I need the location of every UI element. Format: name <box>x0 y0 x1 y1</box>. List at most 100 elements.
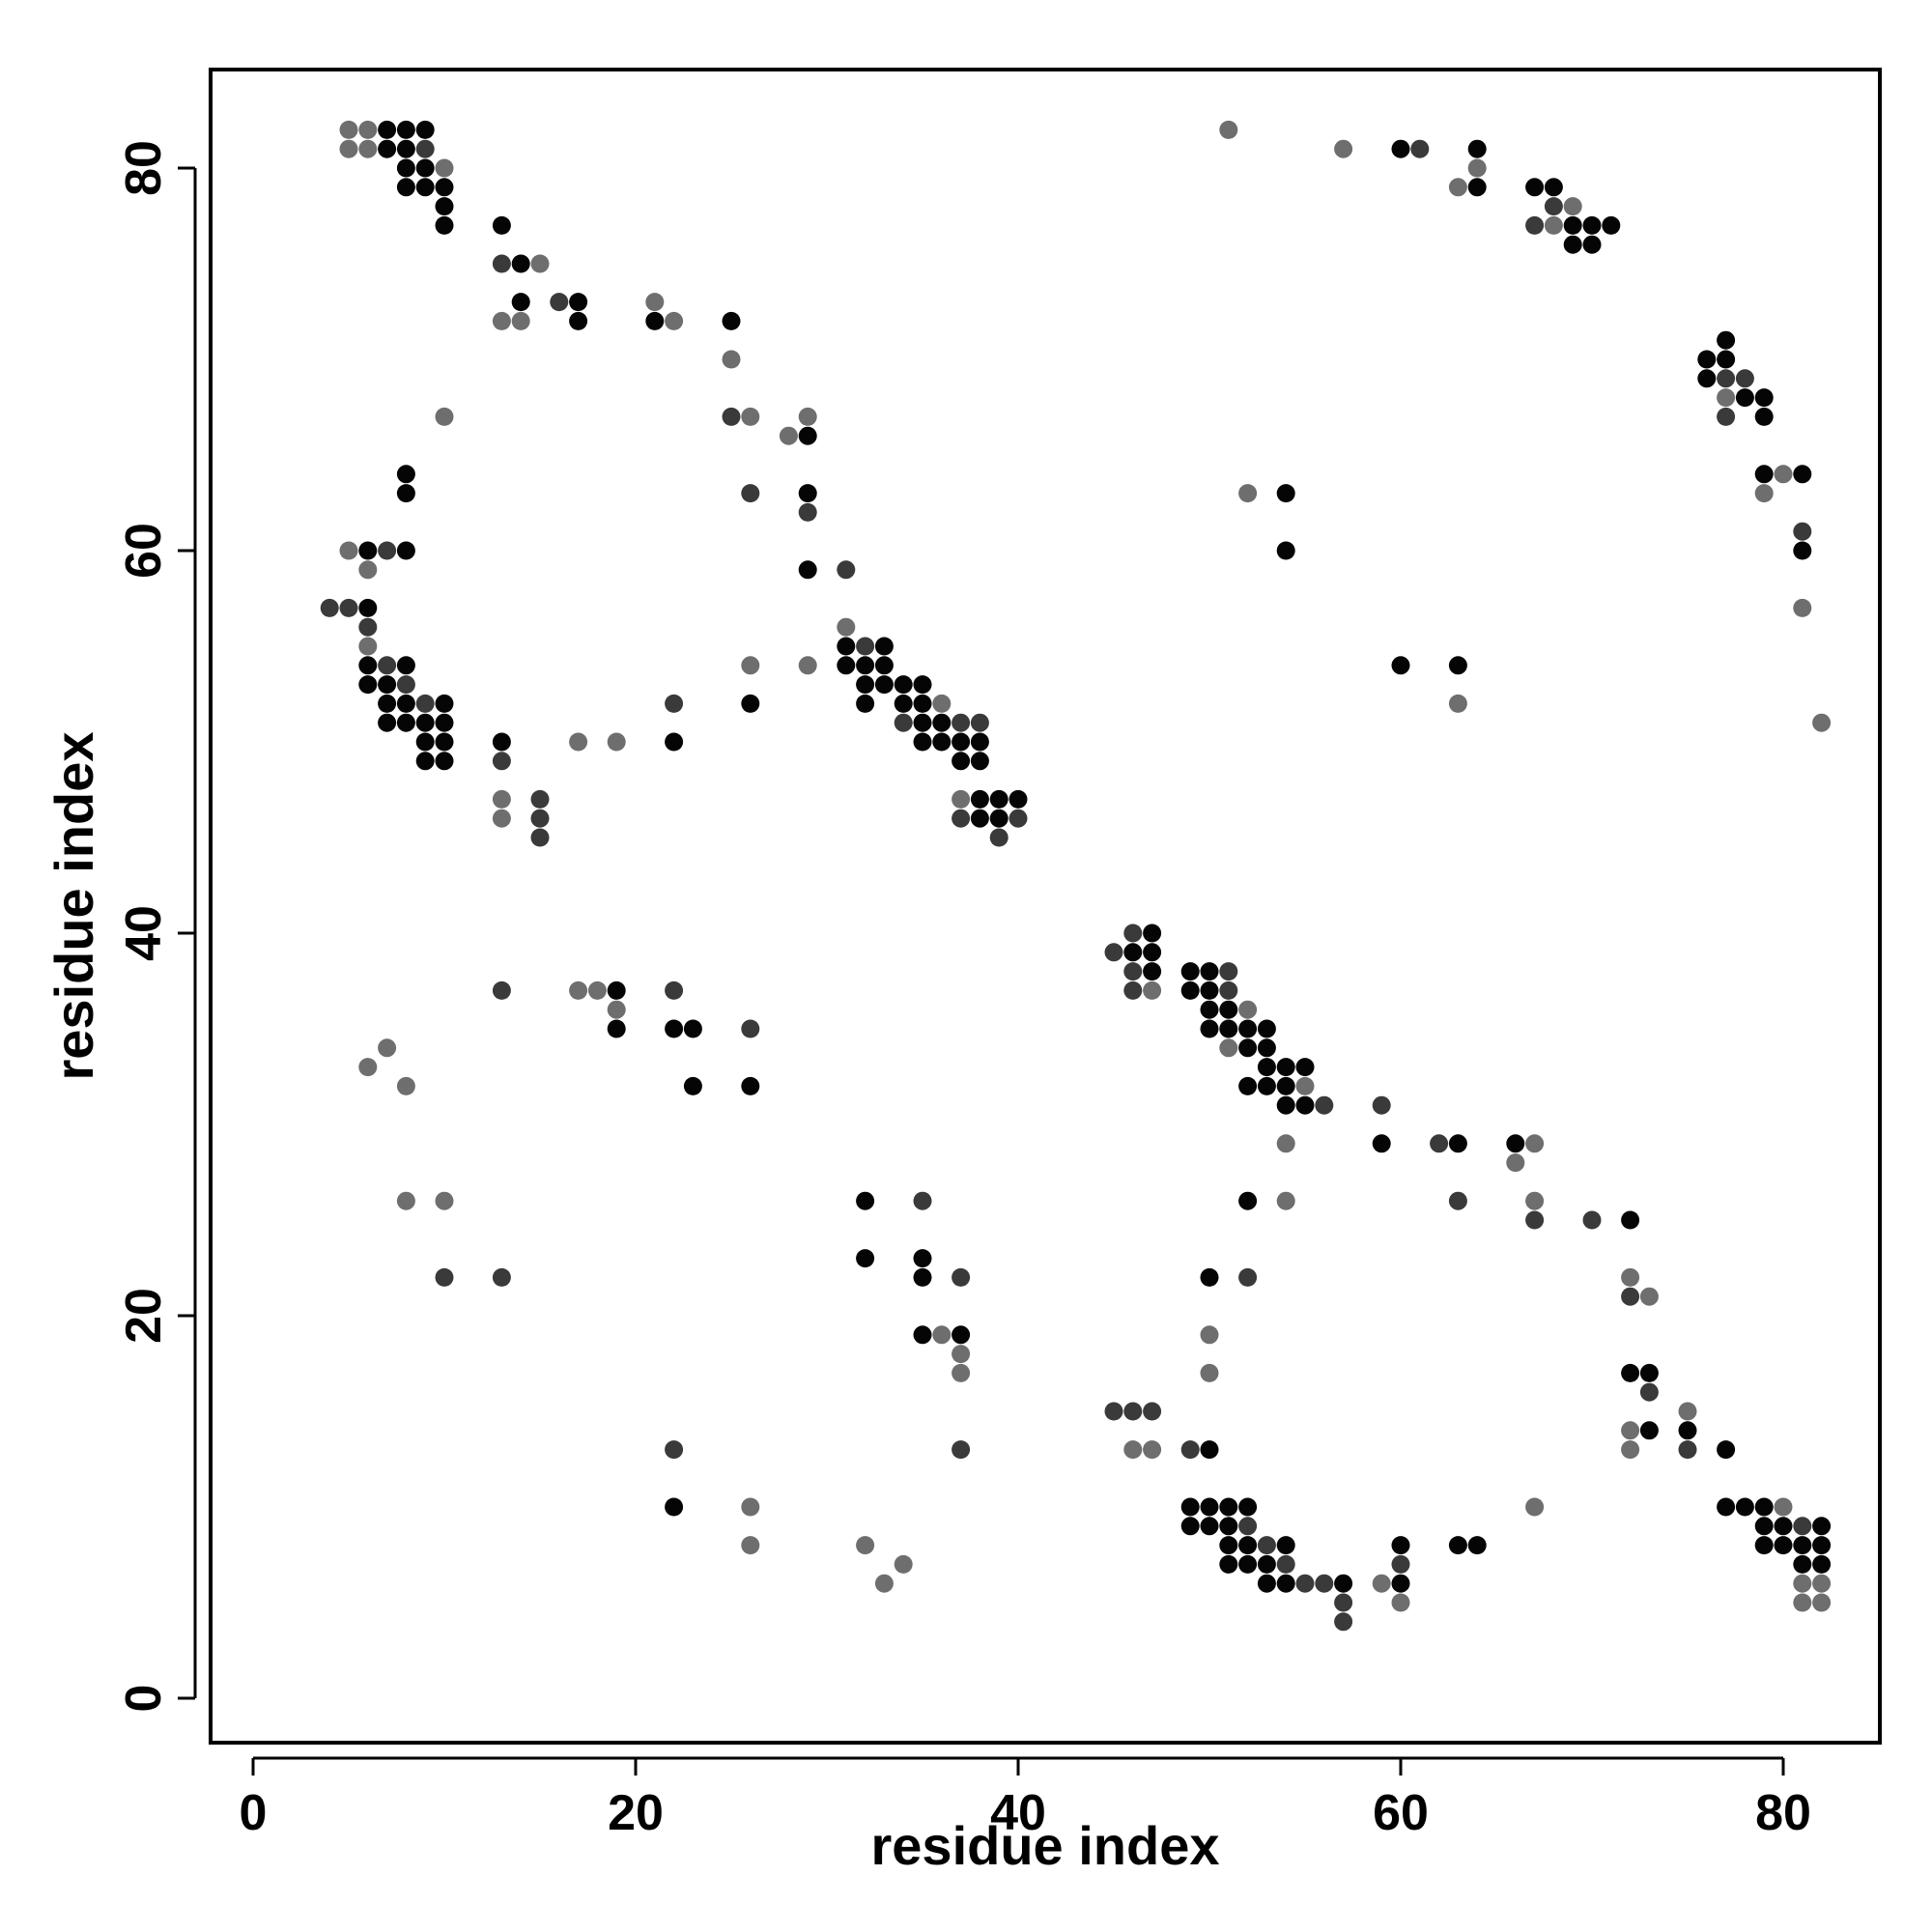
contact-point <box>665 1019 684 1038</box>
contact-point <box>952 1325 971 1345</box>
contact-point <box>1180 980 1200 1000</box>
contact-point <box>550 293 569 312</box>
contact-point <box>856 656 875 675</box>
contact-point <box>1717 330 1736 350</box>
contact-point <box>569 293 588 312</box>
contact-point <box>932 713 952 732</box>
contact-point <box>378 694 397 713</box>
contact-point <box>1621 1421 1640 1440</box>
contact-point <box>415 713 435 732</box>
contact-point <box>970 809 989 828</box>
contact-point <box>378 713 397 732</box>
contact-point <box>1391 139 1410 158</box>
contact-point <box>1793 522 1812 541</box>
contact-point <box>1200 1363 1219 1382</box>
contact-point <box>722 350 741 369</box>
contact-point <box>913 713 932 732</box>
contact-point <box>1717 1440 1736 1460</box>
contact-point <box>492 732 511 752</box>
contact-point <box>837 656 856 675</box>
contact-point <box>1754 407 1774 426</box>
contact-point <box>492 215 511 235</box>
contact-point <box>378 675 397 695</box>
contact-point <box>1200 1517 1219 1536</box>
contact-point <box>339 541 358 560</box>
contact-point <box>435 1267 454 1287</box>
contact-point <box>894 694 913 713</box>
contact-point <box>989 809 1009 828</box>
contact-point <box>1257 1058 1276 1077</box>
contact-point <box>415 178 435 197</box>
y-axis: 0 20 40 60 80 <box>116 140 197 1712</box>
contact-point <box>952 752 971 771</box>
contact-point <box>1639 1421 1659 1440</box>
contact-point <box>665 1497 684 1517</box>
contact-point <box>1238 1191 1258 1210</box>
contact-point <box>1639 1287 1659 1306</box>
contact-point <box>1717 369 1736 388</box>
contact-point <box>741 656 760 675</box>
contact-point <box>1219 1000 1238 1019</box>
contact-point <box>874 675 894 695</box>
contact-point <box>1276 484 1295 503</box>
contact-point <box>970 789 989 809</box>
contact-point <box>1774 1536 1793 1555</box>
contact-point <box>741 1076 760 1095</box>
contact-point <box>1506 1134 1525 1153</box>
y-tick-label: 80 <box>116 140 172 196</box>
contact-point <box>396 541 415 560</box>
contact-point <box>1621 1440 1640 1460</box>
contact-point <box>1257 1038 1276 1058</box>
contact-point <box>1295 1095 1315 1115</box>
contact-point <box>665 311 684 330</box>
contact-point <box>415 158 435 178</box>
contact-point <box>874 1574 894 1593</box>
contact-point <box>1621 1363 1640 1382</box>
contact-point <box>1410 139 1430 158</box>
contact-point <box>435 1191 454 1210</box>
contact-point <box>779 426 798 445</box>
contact-point <box>856 1191 875 1210</box>
contact-point <box>1544 215 1563 235</box>
contact-point <box>932 1325 952 1345</box>
contact-point <box>1391 656 1410 675</box>
contact-point <box>894 675 913 695</box>
contact-point <box>1621 1210 1640 1230</box>
contact-point <box>415 752 435 771</box>
contact-point <box>1754 388 1774 408</box>
contact-point <box>1639 1382 1659 1402</box>
contact-point <box>856 1249 875 1268</box>
contact-point <box>378 120 397 139</box>
contact-point <box>989 828 1009 847</box>
contact-point <box>1200 1019 1219 1038</box>
contact-point <box>1219 1038 1238 1058</box>
contact-point <box>1276 1554 1295 1574</box>
contact-point <box>1793 465 1812 484</box>
contact-point <box>1200 1000 1219 1019</box>
contact-point <box>1276 1076 1295 1095</box>
x-axis: 0 20 40 60 80 <box>240 1756 1811 1841</box>
contact-point <box>415 139 435 158</box>
contact-point <box>1467 1536 1487 1555</box>
contact-point <box>569 732 588 752</box>
contact-point <box>1793 541 1812 560</box>
contact-point <box>722 311 741 330</box>
x-axis-title: residue index <box>870 1815 1219 1876</box>
contact-point <box>894 713 913 732</box>
contact-point <box>1123 923 1143 943</box>
contact-point <box>798 502 817 522</box>
contact-point <box>1582 215 1602 235</box>
contact-point <box>1735 1497 1754 1517</box>
contact-point <box>492 254 511 273</box>
contact-point <box>1219 962 1238 981</box>
contact-point <box>1143 1440 1162 1460</box>
contact-point <box>1238 1517 1258 1536</box>
contact-point <box>1391 1574 1410 1593</box>
contact-point <box>378 656 397 675</box>
x-tick-label: 60 <box>1373 1785 1429 1841</box>
contact-point <box>530 789 550 809</box>
contact-point <box>358 637 378 656</box>
contact-point <box>1219 1536 1238 1555</box>
y-tick-label: 20 <box>116 1288 172 1344</box>
